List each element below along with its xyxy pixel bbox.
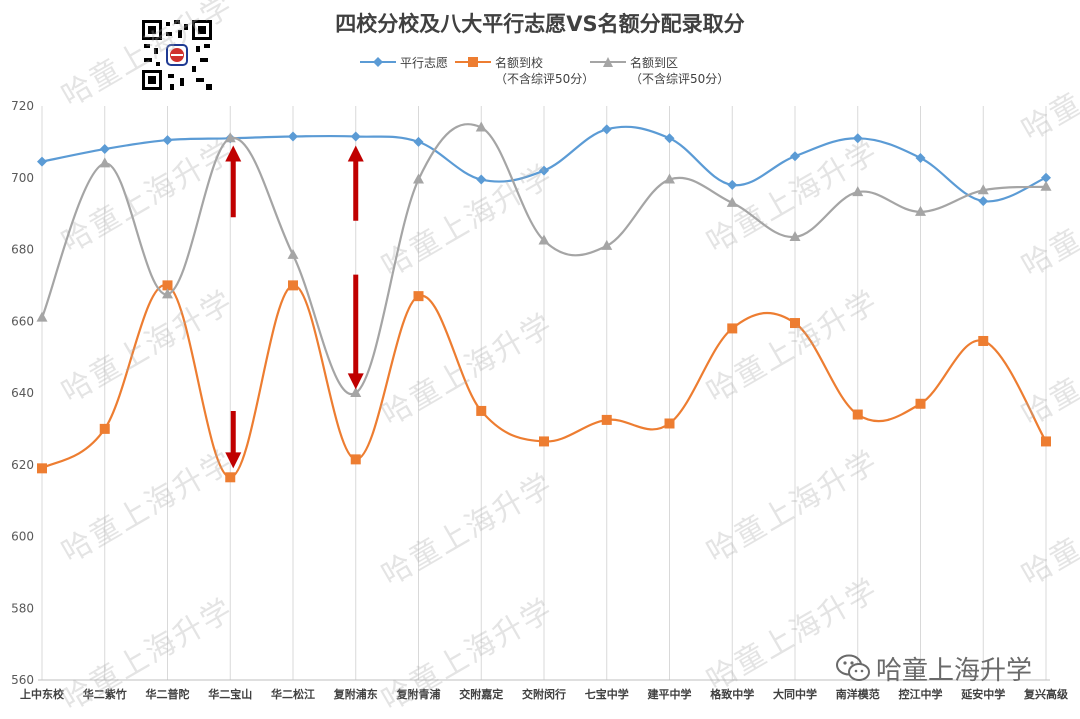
data-point xyxy=(413,136,424,147)
legend-square-icon xyxy=(455,57,491,67)
data-point xyxy=(852,133,863,144)
data-point xyxy=(224,132,236,143)
x-tick-label: 建平中学 xyxy=(648,687,692,701)
y-tick-label: 640 xyxy=(11,386,34,400)
data-point xyxy=(601,414,612,425)
y-tick-label: 720 xyxy=(11,99,34,113)
data-point xyxy=(350,387,362,397)
data-point xyxy=(539,165,549,176)
x-tick-label: 华二紫竹 xyxy=(83,687,127,701)
data-point xyxy=(162,288,173,299)
annotation-arrow-head xyxy=(347,373,364,390)
data-point xyxy=(915,205,926,216)
y-tick-label: 680 xyxy=(11,243,34,257)
data-point xyxy=(413,291,424,302)
data-point xyxy=(99,423,110,434)
x-tick-label: 格致中学 xyxy=(710,687,754,701)
data-point xyxy=(977,184,989,195)
y-tick-label: 620 xyxy=(11,458,34,472)
data-point xyxy=(664,418,675,429)
data-point xyxy=(162,280,173,291)
brand-label: 哈童上海升学 xyxy=(876,656,1033,686)
data-point xyxy=(350,454,361,465)
data-point xyxy=(978,335,989,346)
x-tick-label: 上中东校 xyxy=(20,687,65,701)
data-point xyxy=(790,318,800,329)
chart-legend: 平行志愿 名额到校 （不含综评50分） 名额到区 （不含综评50分） xyxy=(360,54,830,88)
annotation-arrow-head xyxy=(225,145,242,162)
data-point xyxy=(37,156,47,167)
data-point xyxy=(978,196,989,207)
data-point xyxy=(287,248,299,259)
y-tick-label: 600 xyxy=(11,530,34,544)
data-point xyxy=(726,196,738,207)
data-point xyxy=(727,179,738,190)
x-tick-label: 华二松江 xyxy=(271,687,315,701)
data-point xyxy=(915,153,926,164)
x-tick-label: 交附嘉定 xyxy=(459,687,503,701)
annotation-arrow-head xyxy=(225,452,242,469)
data-point xyxy=(664,133,675,144)
data-point xyxy=(413,173,424,184)
wechat-icon xyxy=(836,654,870,681)
legend-label-series-2: 名额到校 xyxy=(495,56,544,70)
data-point xyxy=(288,280,298,291)
data-point xyxy=(1041,172,1051,183)
x-tick-label: 复附浦东 xyxy=(333,687,378,701)
y-tick-label: 580 xyxy=(11,601,34,615)
x-tick-label: 大同中学 xyxy=(773,687,817,701)
legend-label-series-3: 名额到区 xyxy=(630,56,679,70)
data-point xyxy=(789,230,801,241)
data-point xyxy=(99,157,111,168)
data-point xyxy=(538,234,550,245)
series-line-1 xyxy=(41,125,1047,203)
chart-title: 四校分校及八大平行志愿VS名额分配录取分 xyxy=(335,12,745,36)
data-point xyxy=(225,472,236,483)
x-tick-label: 南洋模范 xyxy=(836,687,880,701)
data-point xyxy=(790,151,800,162)
data-point xyxy=(915,398,926,409)
data-point xyxy=(852,186,864,197)
x-tick-label: 交附闵行 xyxy=(522,687,566,701)
data-point xyxy=(476,405,487,416)
y-tick-label: 660 xyxy=(11,314,34,328)
data-point xyxy=(36,311,48,322)
legend-diamond-icon xyxy=(360,57,396,67)
x-tick-label: 延安中学 xyxy=(960,687,1005,701)
data-point xyxy=(601,124,612,135)
data-point xyxy=(350,131,361,142)
data-point xyxy=(539,436,549,447)
legend-triangle-icon xyxy=(590,57,626,67)
data-point xyxy=(1040,180,1052,191)
x-tick-label: 控江中学 xyxy=(899,687,943,701)
data-point xyxy=(288,131,298,142)
data-point xyxy=(852,409,863,420)
data-point xyxy=(37,463,47,474)
data-point xyxy=(664,173,675,184)
annotation-arrow-head xyxy=(347,145,364,162)
data-point xyxy=(475,121,487,132)
x-tick-label: 华二普陀 xyxy=(146,687,190,701)
data-point xyxy=(99,144,110,155)
data-point xyxy=(162,135,173,146)
qr-code-icon xyxy=(140,18,214,92)
legend-note-series-3: （不含综评50分） xyxy=(630,72,730,86)
x-tick-label: 复兴高级 xyxy=(1023,687,1069,701)
x-tick-label: 复附青浦 xyxy=(396,687,441,701)
brand-badge: 哈童上海升学 xyxy=(836,646,1066,686)
data-point xyxy=(1041,436,1051,447)
legend-label-series-1: 平行志愿 xyxy=(400,56,449,70)
data-point xyxy=(727,323,738,334)
series-line-3 xyxy=(40,123,1047,396)
x-tick-label: 华二宝山 xyxy=(208,687,252,701)
legend-note-series-2: （不含综评50分） xyxy=(495,72,595,86)
y-tick-label: 560 xyxy=(11,673,34,687)
y-tick-label: 700 xyxy=(11,171,34,185)
data-point xyxy=(601,239,613,250)
x-tick-label: 七宝中学 xyxy=(585,687,629,701)
data-point xyxy=(476,174,487,185)
